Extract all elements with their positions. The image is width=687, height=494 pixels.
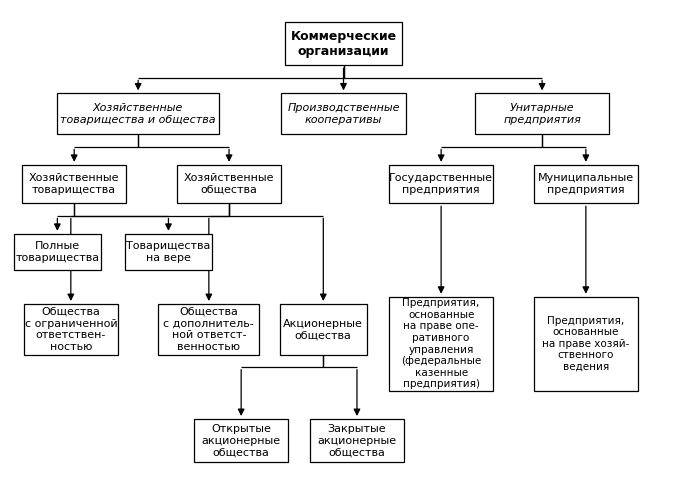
FancyBboxPatch shape [534, 296, 638, 391]
FancyBboxPatch shape [22, 165, 126, 204]
FancyBboxPatch shape [310, 419, 404, 462]
FancyBboxPatch shape [158, 304, 260, 355]
FancyBboxPatch shape [389, 165, 493, 204]
FancyBboxPatch shape [194, 419, 289, 462]
Text: Хозяйственные
товарищества: Хозяйственные товарищества [29, 173, 120, 195]
Text: Общества
с ограниченной
ответствен-
ностью: Общества с ограниченной ответствен- ност… [25, 307, 117, 352]
FancyBboxPatch shape [284, 22, 403, 66]
Text: Предприятия,
основанные
на праве опе-
ративного
управления
(федеральные
казенные: Предприятия, основанные на праве опе- ра… [401, 298, 482, 389]
FancyBboxPatch shape [125, 234, 212, 270]
FancyBboxPatch shape [281, 93, 406, 134]
Text: Государственные
предприятия: Государственные предприятия [389, 173, 493, 195]
Text: Товарищества
на вере: Товарищества на вере [126, 241, 211, 263]
Text: Коммерческие
организации: Коммерческие организации [291, 30, 396, 58]
Text: Хозяйственные
товарищества и общества: Хозяйственные товарищества и общества [60, 103, 216, 124]
Text: Закрытые
акционерные
общества: Закрытые акционерные общества [317, 424, 396, 457]
Text: Акционерные
общества: Акционерные общества [283, 319, 363, 340]
Text: Муниципальные
предприятия: Муниципальные предприятия [538, 173, 634, 195]
Text: Унитарные
предприятия: Унитарные предприятия [503, 103, 581, 124]
Text: Полные
товарищества: Полные товарищества [15, 241, 100, 263]
Text: Предприятия,
основанные
на праве хозяй-
ственного
ведения: Предприятия, основанные на праве хозяй- … [542, 316, 629, 372]
FancyBboxPatch shape [14, 234, 101, 270]
FancyBboxPatch shape [534, 165, 638, 204]
FancyBboxPatch shape [280, 304, 367, 355]
Text: Хозяйственные
общества: Хозяйственные общества [184, 173, 274, 195]
FancyBboxPatch shape [177, 165, 281, 204]
FancyBboxPatch shape [389, 296, 493, 391]
FancyBboxPatch shape [475, 93, 609, 134]
FancyBboxPatch shape [23, 304, 118, 355]
FancyBboxPatch shape [58, 93, 219, 134]
Text: Производственные
кооперативы: Производственные кооперативы [287, 103, 400, 124]
Text: Общества
с дополнитель-
ной ответст-
венностью: Общества с дополнитель- ной ответст- вен… [164, 307, 254, 352]
Text: Открытые
акционерные
общества: Открытые акционерные общества [201, 424, 281, 457]
